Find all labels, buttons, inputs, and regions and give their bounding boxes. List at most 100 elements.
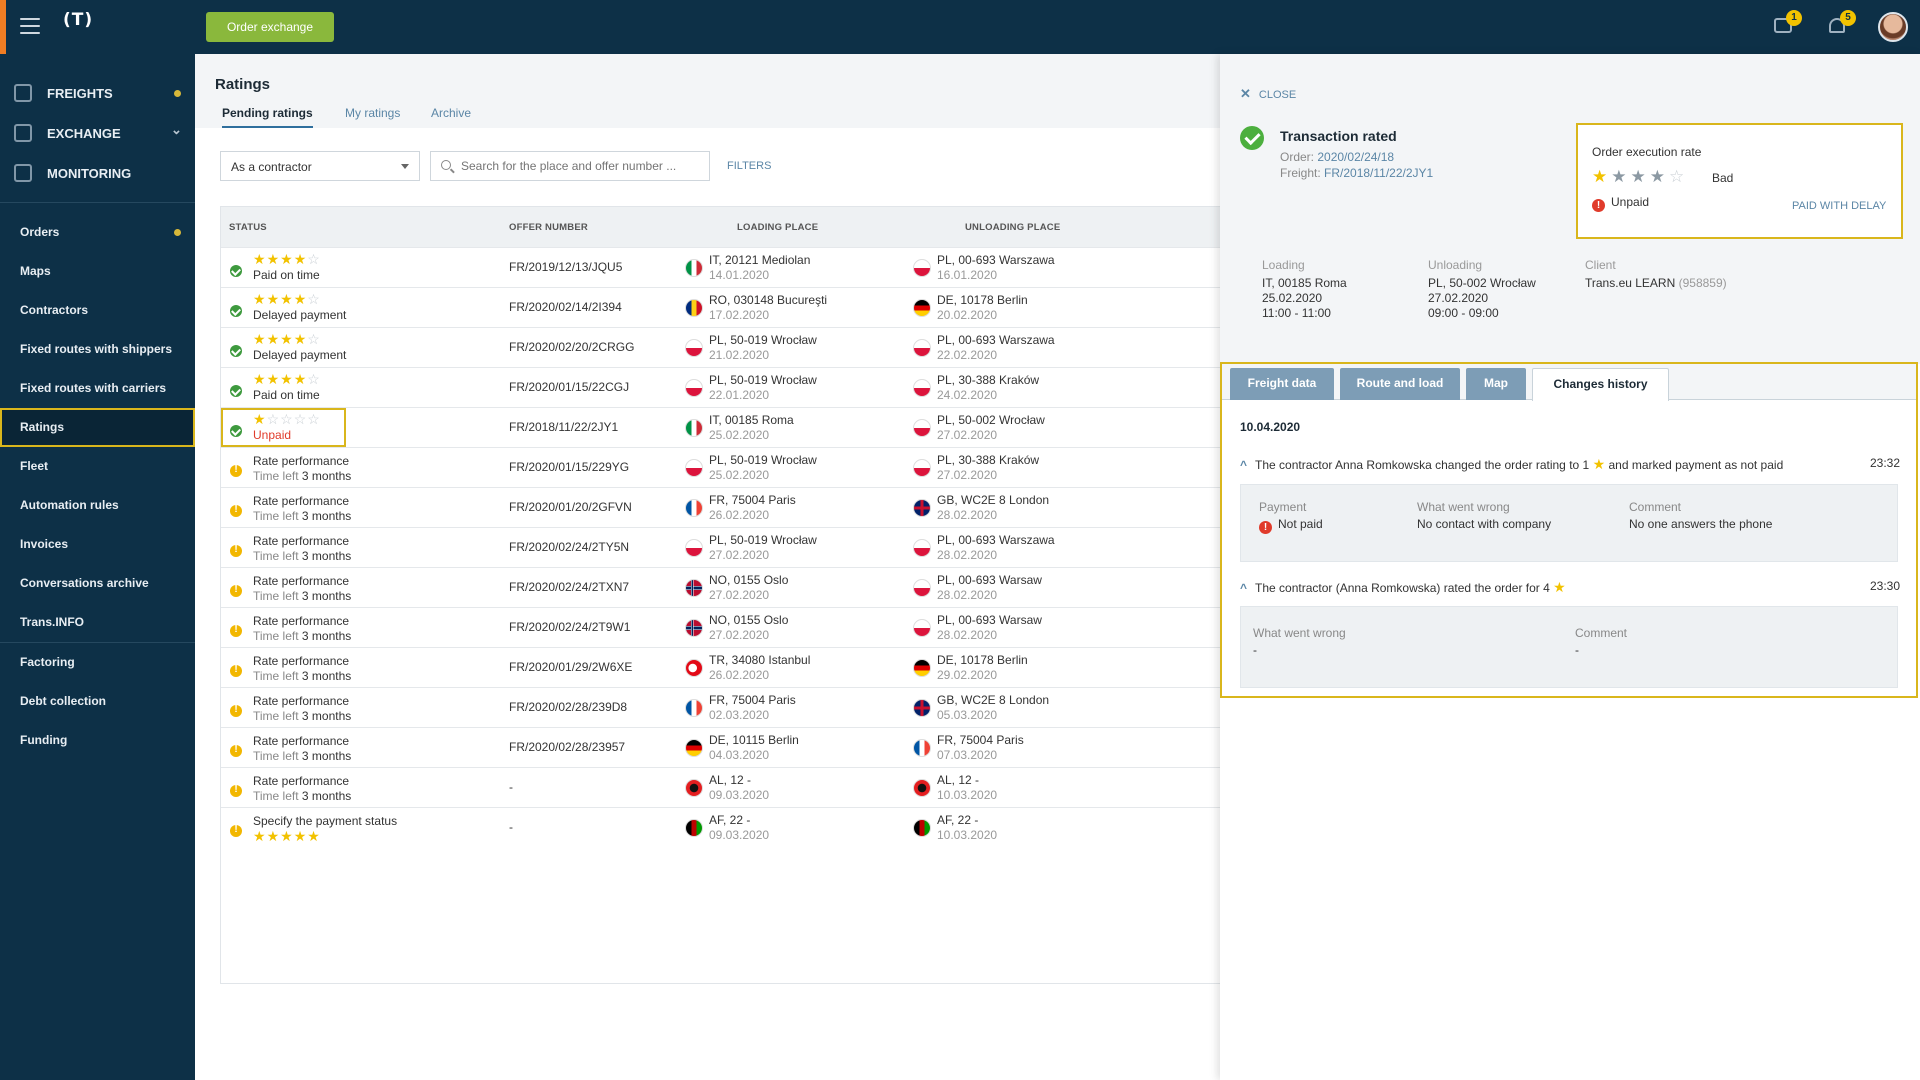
search-input[interactable] — [430, 151, 710, 181]
table-row[interactable]: ★★★★☆ Paid on time FR/2020/01/15/22CGJ PL, … — [221, 367, 1220, 407]
user-avatar[interactable] — [1878, 12, 1908, 42]
notifications-bell-icon[interactable]: 5 — [1824, 10, 1856, 42]
loading-place: PL, 50-019 Wrocław — [709, 373, 817, 387]
rating-stars: ★★★★☆ — [253, 291, 321, 307]
payment-status: ! Unpaid — [1592, 195, 1649, 212]
status-text[interactable]: Rate performance — [253, 694, 350, 708]
order-exchange-button[interactable]: Order exchange — [206, 12, 334, 42]
table-row[interactable]: ★★★★☆ Paid on time FR/2019/12/13/JQU5 IT, 2… — [221, 247, 1220, 287]
messages-icon[interactable]: 1 — [1770, 10, 1802, 42]
status-text[interactable]: Rate performance — [253, 534, 350, 548]
offer-number[interactable]: FR/2020/01/15/22CGJ — [509, 380, 630, 394]
tab-changes-history[interactable]: Changes history — [1532, 368, 1669, 401]
paid-with-delay-link[interactable]: PAID WITH DELAY — [1792, 200, 1887, 212]
status-text[interactable]: Rate performance — [253, 494, 350, 508]
loading-time: 11:00 - 11:00 — [1262, 306, 1331, 320]
role-select[interactable]: As a contractor — [220, 151, 420, 181]
history-entry-header[interactable]: ^ The contractor Anna Romkowska changed t… — [1240, 456, 1900, 473]
tab-archive[interactable]: Archive — [431, 106, 472, 120]
order-meta: Order: 2020/02/24/18 — [1280, 150, 1394, 164]
sidebar-item-fixed-routes-carriers[interactable]: Fixed routes with carriers — [0, 369, 195, 408]
offer-number[interactable]: - — [509, 780, 513, 794]
sidebar-item-conversations-archive[interactable]: Conversations archive — [0, 564, 195, 603]
tab-route-and-load[interactable]: Route and load — [1340, 368, 1460, 400]
offer-number[interactable]: FR/2020/01/29/2W6XE — [509, 660, 633, 674]
rate-stars[interactable]: ★★★★☆ — [1592, 167, 1689, 186]
unloading-place: AF, 22 - — [937, 813, 979, 827]
hamburger-menu-icon[interactable] — [20, 18, 40, 34]
sidebar-item-factoring[interactable]: Factoring — [0, 643, 195, 682]
role-select-value: As a contractor — [231, 160, 312, 174]
table-row[interactable]: ★★★★☆ Delayed payment FR/2020/02/20/2CRGG P… — [221, 327, 1220, 367]
sidebar-main-freights[interactable]: FREIGHTS — [0, 73, 195, 113]
offer-number[interactable]: - — [509, 820, 513, 834]
sidebar-item-fixed-routes-shippers[interactable]: Fixed routes with shippers — [0, 330, 195, 369]
status-text[interactable]: Rate performance — [253, 614, 350, 628]
loading-place: FR, 75004 Paris — [709, 493, 796, 507]
table-row[interactable]: ★☆☆☆☆ Unpaid FR/2018/11/22/2JY1 IT, 00185 R… — [221, 407, 1220, 447]
status-text[interactable]: Rate performance — [253, 654, 350, 668]
freight-link[interactable]: FR/2018/11/22/2JY1 — [1324, 166, 1434, 180]
offer-number[interactable]: FR/2020/01/20/2GFVN — [509, 500, 632, 514]
offer-number[interactable]: FR/2020/02/20/2CRGG — [509, 340, 635, 354]
sidebar-item-contractors[interactable]: Contractors — [0, 291, 195, 330]
sidebar-item-fleet[interactable]: Fleet — [0, 447, 195, 486]
sidebar-item-invoices[interactable]: Invoices — [0, 525, 195, 564]
tab-my-ratings[interactable]: My ratings — [345, 106, 401, 120]
status-text[interactable]: Rate performance — [253, 454, 350, 468]
tab-pending-ratings[interactable]: Pending ratings — [222, 106, 313, 128]
sidebar: FREIGHTS EXCHANGE ⌄ MONITORING Orders Ma… — [0, 54, 195, 1080]
sidebar-item-label: Invoices — [20, 537, 69, 551]
status-text[interactable]: Rate performance — [253, 574, 350, 588]
offer-number[interactable]: FR/2019/12/13/JQU5 — [509, 260, 623, 274]
sidebar-main-monitoring[interactable]: MONITORING — [0, 153, 195, 193]
sidebar-item-maps[interactable]: Maps — [0, 252, 195, 291]
offer-number[interactable]: FR/2018/11/22/2JY1 — [509, 420, 619, 434]
offer-number[interactable]: FR/2020/02/14/2I394 — [509, 300, 622, 314]
offer-number[interactable]: FR/2020/02/24/2TXN7 — [509, 580, 630, 594]
sidebar-item-debt-collection[interactable]: Debt collection — [0, 682, 195, 721]
flag-icon — [685, 379, 703, 397]
unloading-place: DE, 10178 Berlin — [937, 653, 1028, 667]
offer-number[interactable]: FR/2020/02/28/239D8 — [509, 700, 628, 714]
status-text[interactable]: Specify the payment status — [253, 814, 398, 828]
history-entry-text: The contractor Anna Romkowska changed th… — [1255, 458, 1590, 472]
order-link[interactable]: 2020/02/24/18 — [1317, 150, 1395, 164]
sidebar-item-ratings[interactable]: Ratings — [0, 408, 195, 447]
tab-map[interactable]: Map — [1466, 368, 1526, 400]
close-button[interactable]: ✕ CLOSE — [1240, 86, 1296, 102]
table-row[interactable]: ★★★★☆ Delayed payment FR/2020/02/14/2I394 R… — [221, 287, 1220, 327]
time-left-label: Time left — [253, 629, 299, 643]
offer-number[interactable]: FR/2020/02/24/2T9W1 — [509, 620, 631, 634]
sidebar-item-funding[interactable]: Funding — [0, 721, 195, 760]
status-text[interactable]: Rate performance — [253, 774, 350, 788]
table-row[interactable]: Specify the payment status★★★★★-AF, 22 -… — [221, 807, 1220, 847]
history-entry-header[interactable]: ^ The contractor (Anna Romkowska) rated t… — [1240, 579, 1900, 596]
filters-button[interactable]: FILTERS — [727, 160, 772, 172]
status-text[interactable]: Rate performance — [253, 734, 350, 748]
sidebar-item-label: Fleet — [20, 459, 49, 473]
sidebar-item-orders[interactable]: Orders — [0, 213, 195, 252]
sidebar-main-exchange[interactable]: EXCHANGE ⌄ — [0, 113, 195, 153]
sidebar-item-automation-rules[interactable]: Automation rules — [0, 486, 195, 525]
offer-number[interactable]: FR/2020/01/15/229YG — [509, 460, 630, 474]
offer-number[interactable]: FR/2020/02/28/23957 — [509, 740, 626, 754]
trans-logo[interactable]: (T) — [63, 10, 94, 30]
offer-number[interactable]: FR/2020/02/24/2TY5N — [509, 540, 630, 554]
tab-freight-data[interactable]: Freight data — [1230, 368, 1334, 400]
sidebar-item-trans-info[interactable]: Trans.INFO — [0, 603, 195, 642]
client-name[interactable]: Trans.eu LEARN — [1585, 276, 1676, 290]
close-label: CLOSE — [1258, 89, 1297, 101]
